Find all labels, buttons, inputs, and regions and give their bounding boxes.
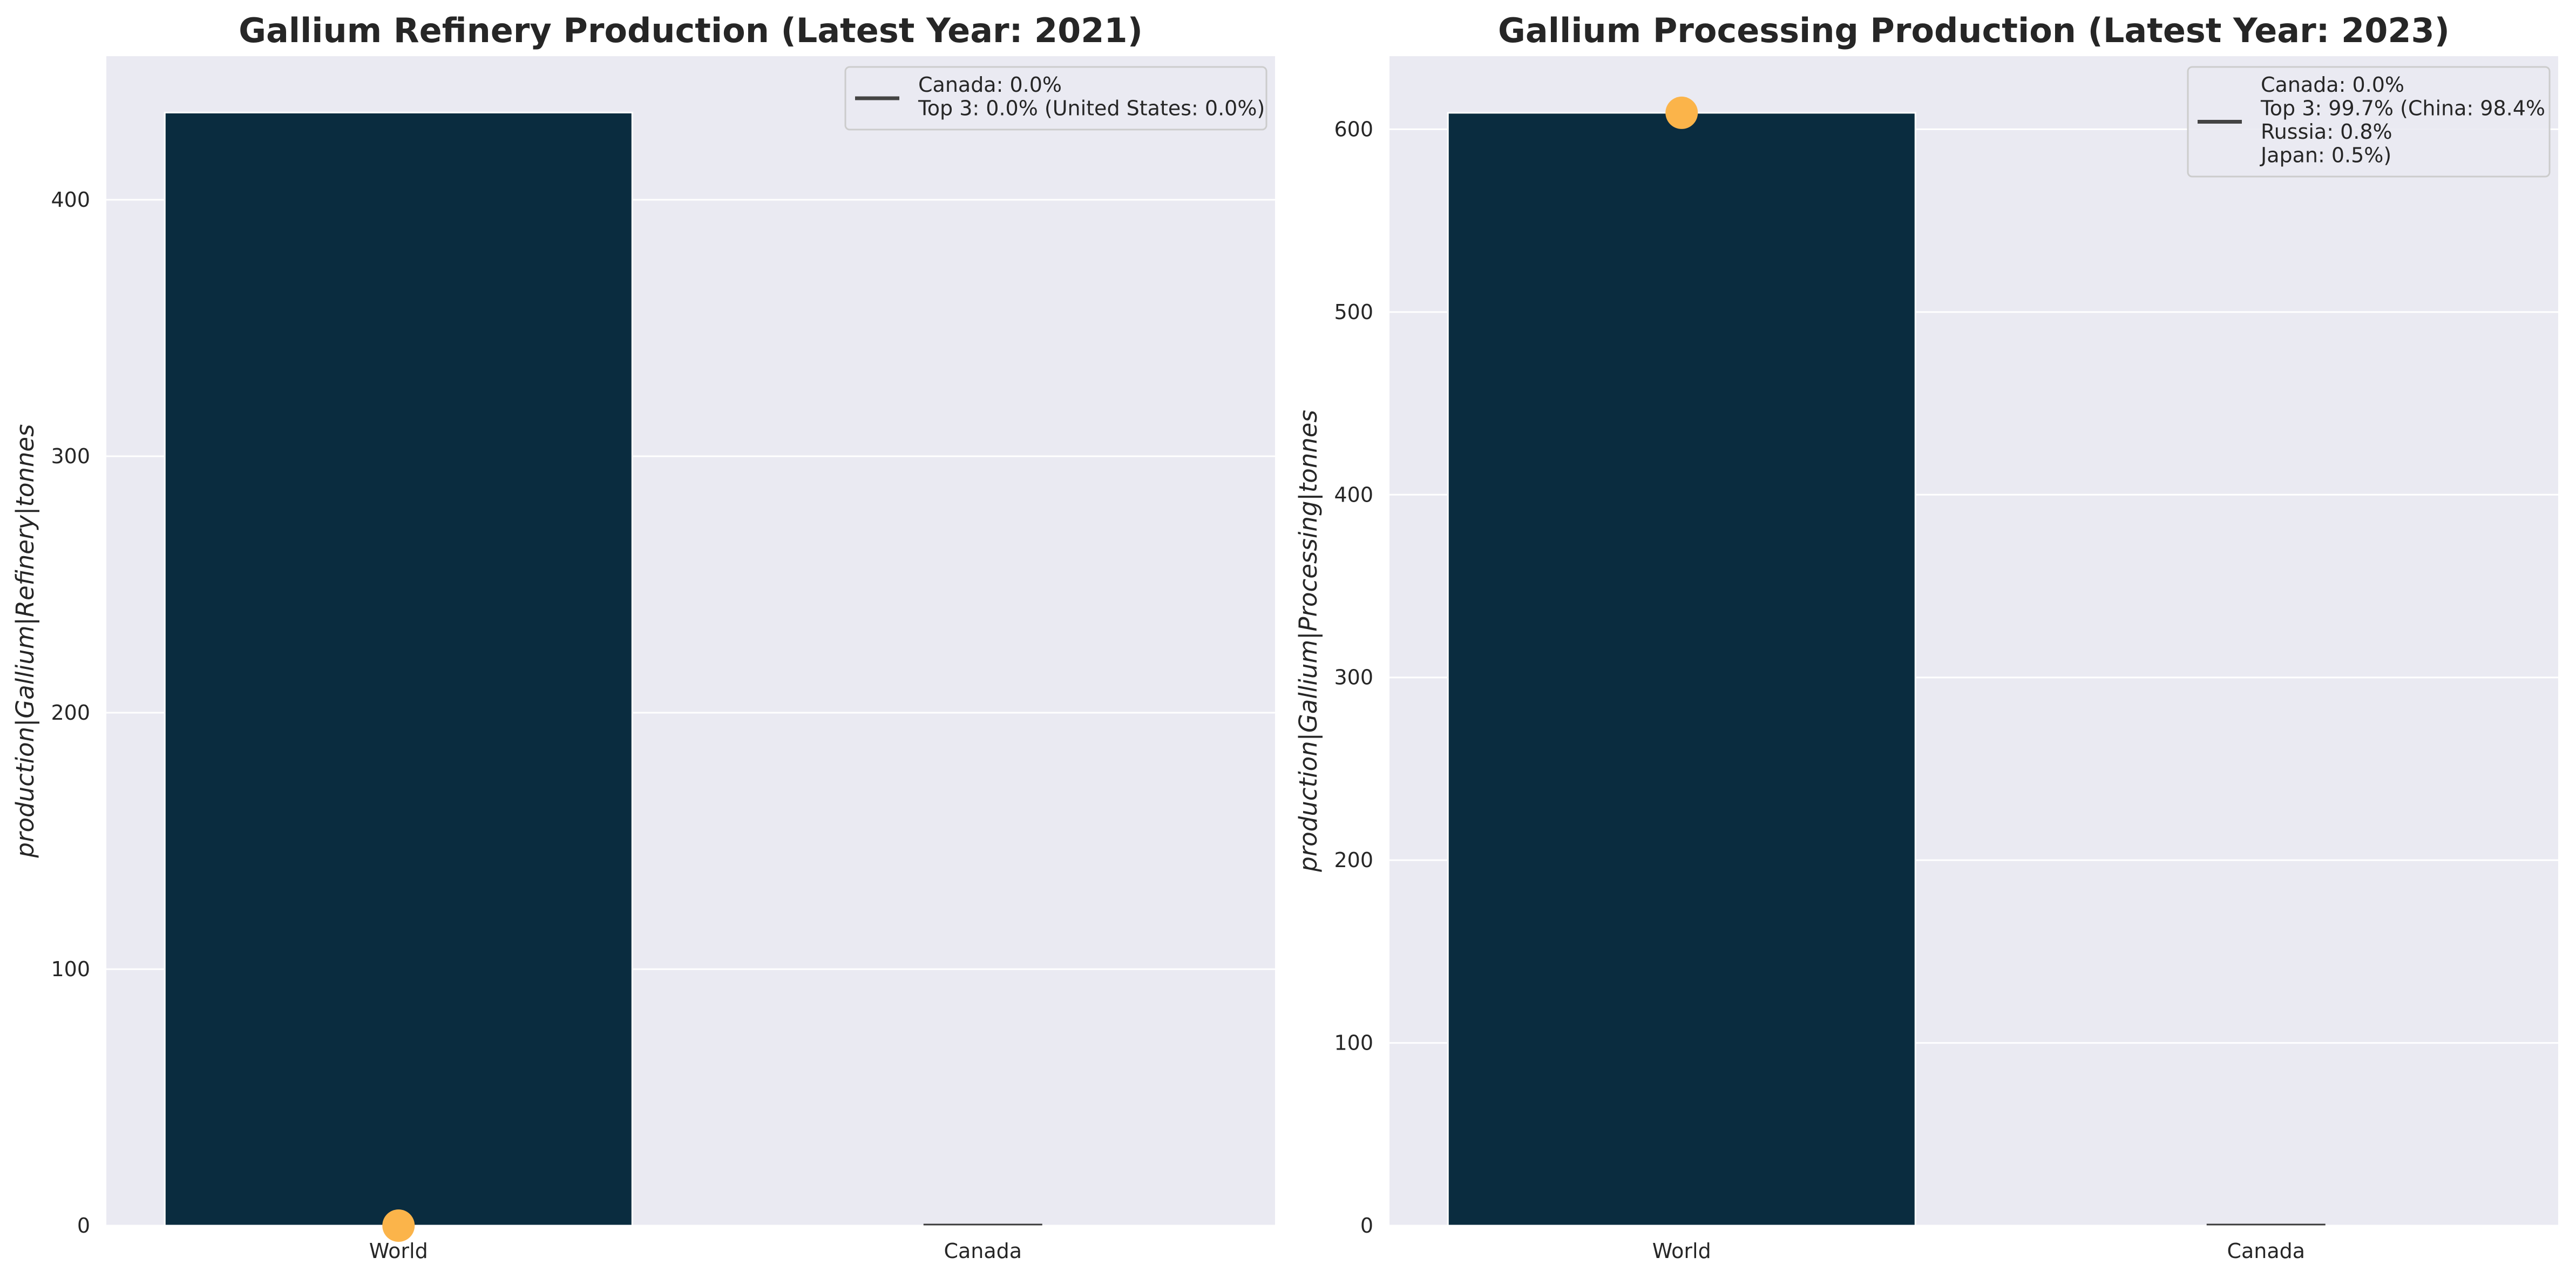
y-tick-label: 300 <box>1334 666 1373 689</box>
y-tick-label: 400 <box>51 188 90 212</box>
y-tick-label: 100 <box>1334 1031 1373 1055</box>
y-axis-label: production|Gallium|Processing|tonnes <box>1294 410 1323 873</box>
chart-title: Gallium Refinery Production (Latest Year… <box>239 11 1143 50</box>
y-tick-label: 300 <box>51 444 90 468</box>
legend-entry: Russia: 0.8% <box>2261 120 2392 144</box>
x-tick-label: Canada <box>944 1239 1022 1263</box>
data-point-marker <box>382 1209 415 1242</box>
data-point-marker <box>1665 96 1698 129</box>
y-tick-label: 500 <box>1334 300 1373 324</box>
y-tick-label: 0 <box>77 1214 90 1238</box>
y-tick-label: 0 <box>1360 1214 1373 1238</box>
bar-world <box>164 112 633 1227</box>
y-axis-label: production|Gallium|Refinery|tonnes <box>11 424 39 858</box>
x-tick-label: World <box>369 1239 428 1263</box>
y-tick-label: 100 <box>51 957 90 981</box>
chart-panel-2: 0 100 200 300 400 500 600 World Canada Gallium Pr… <box>1294 11 2558 1263</box>
legend-entry: Top 3: 0.0% (United States: 0.0%) <box>918 97 1265 120</box>
y-tick-label: 200 <box>1334 848 1373 872</box>
legend: Canada: 0.0%Top 3: 0.0% (United States: … <box>844 66 1267 131</box>
chart-title: Gallium Processing Production (Latest Ye… <box>1498 11 2450 50</box>
bar-world <box>1447 112 1916 1227</box>
y-tick-label: 400 <box>1334 483 1373 506</box>
legend-box <box>2187 66 2551 178</box>
y-tick-label: 200 <box>51 701 90 725</box>
y-tick-label: 600 <box>1334 117 1373 141</box>
legend: Canada: 0.0%Top 3: 99.7% (China: 98.4%Ru… <box>2187 66 2551 178</box>
legend-entry: Canada: 0.0% <box>2261 73 2404 97</box>
legend-box <box>844 66 1267 131</box>
legend-entry: Top 3: 99.7% (China: 98.4% <box>2260 97 2545 120</box>
legend-entry: Canada: 0.0% <box>918 73 1062 97</box>
x-tick-label: Canada <box>2227 1239 2305 1263</box>
chart-panel-1: 0 100 200 300 400 World Canada Gallium Refinery… <box>11 11 1275 1263</box>
x-tick-label: World <box>1652 1239 1711 1263</box>
legend-entry: Japan: 0.5%) <box>2260 144 2391 167</box>
